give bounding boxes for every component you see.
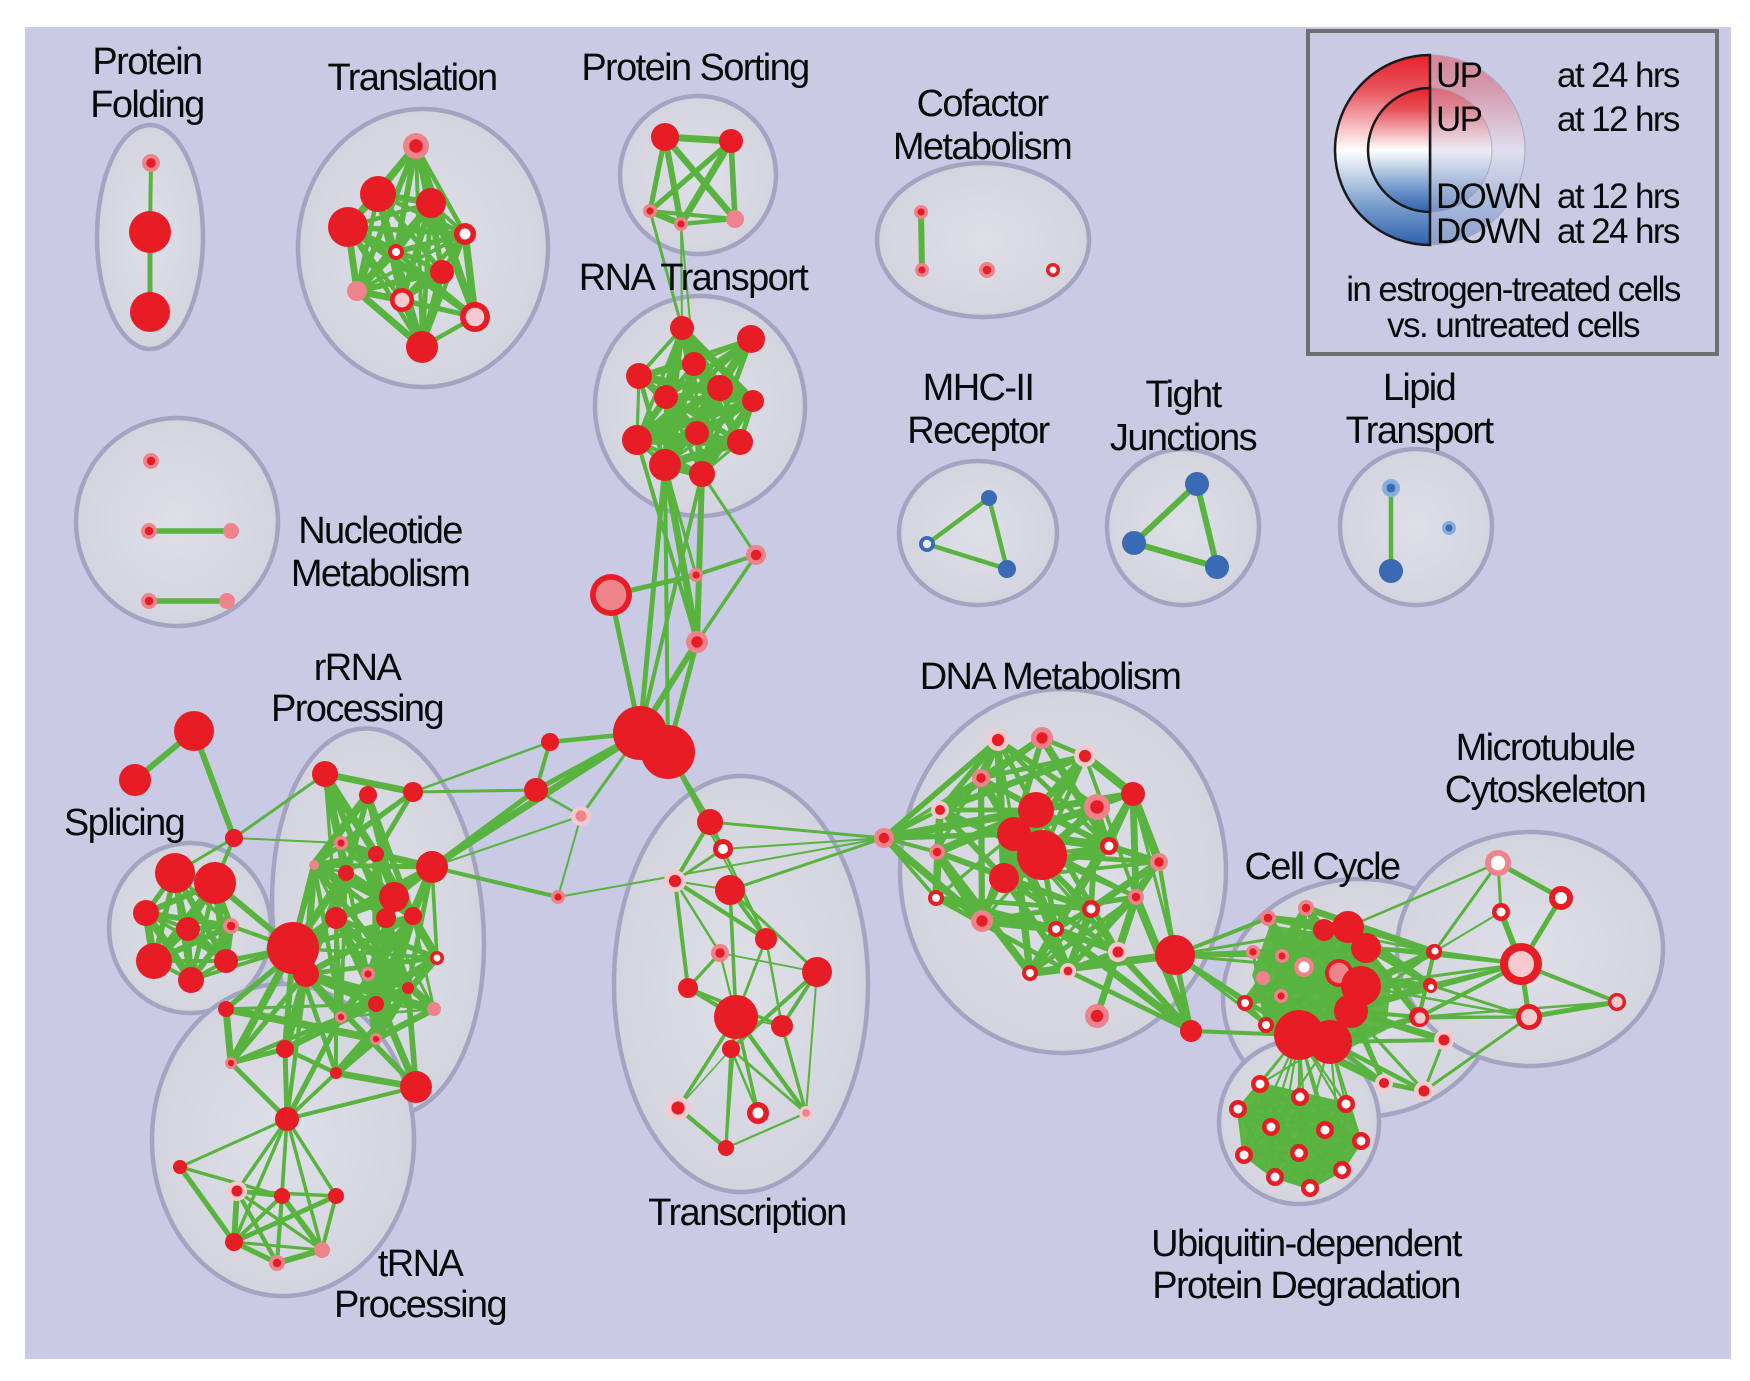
- svg-text:Translation: Translation: [328, 57, 497, 99]
- svg-text:at 12 hrs: at 12 hrs: [1557, 177, 1680, 216]
- svg-text:Cytoskeleton: Cytoskeleton: [1445, 769, 1645, 811]
- svg-text:DOWN: DOWN: [1436, 177, 1540, 216]
- svg-text:in estrogen-treated cells: in estrogen-treated cells: [1346, 270, 1681, 309]
- svg-text:Ubiquitin-dependent: Ubiquitin-dependent: [1151, 1223, 1463, 1265]
- svg-text:Lipid: Lipid: [1383, 367, 1455, 409]
- svg-text:at 24 hrs: at 24 hrs: [1557, 56, 1680, 95]
- svg-text:RNA Transport: RNA Transport: [579, 257, 809, 299]
- svg-text:DOWN: DOWN: [1436, 212, 1540, 251]
- svg-text:Protein: Protein: [92, 41, 201, 83]
- svg-text:vs. untreated cells: vs. untreated cells: [1387, 306, 1640, 345]
- svg-text:Splicing: Splicing: [64, 802, 184, 844]
- svg-text:DNA Metabolism: DNA Metabolism: [920, 656, 1181, 698]
- svg-text:Processing: Processing: [334, 1284, 506, 1326]
- svg-text:at 12 hrs: at 12 hrs: [1557, 100, 1680, 139]
- svg-text:tRNA: tRNA: [378, 1243, 465, 1285]
- svg-text:MHC-II: MHC-II: [923, 367, 1034, 409]
- svg-text:Receptor: Receptor: [907, 410, 1050, 452]
- svg-text:Protein Degradation: Protein Degradation: [1152, 1265, 1460, 1307]
- svg-text:Folding: Folding: [90, 84, 203, 126]
- svg-text:rRNA: rRNA: [314, 647, 403, 689]
- svg-text:at 24 hrs: at 24 hrs: [1557, 212, 1680, 251]
- svg-text:Nucleotide: Nucleotide: [298, 510, 462, 552]
- svg-text:UP: UP: [1436, 100, 1482, 139]
- svg-text:Transcription: Transcription: [648, 1192, 845, 1234]
- svg-text:Metabolism: Metabolism: [291, 553, 469, 595]
- svg-text:Processing: Processing: [271, 688, 443, 730]
- svg-text:Junctions: Junctions: [1110, 417, 1257, 459]
- svg-text:Tight: Tight: [1145, 374, 1222, 416]
- svg-text:Transport: Transport: [1346, 410, 1495, 452]
- svg-text:Cell Cycle: Cell Cycle: [1244, 846, 1400, 888]
- svg-text:Protein Sorting: Protein Sorting: [581, 47, 808, 89]
- svg-text:Metabolism: Metabolism: [893, 126, 1071, 168]
- svg-text:UP: UP: [1436, 56, 1482, 95]
- svg-text:Microtubule: Microtubule: [1456, 727, 1635, 769]
- svg-text:Cofactor: Cofactor: [917, 83, 1050, 125]
